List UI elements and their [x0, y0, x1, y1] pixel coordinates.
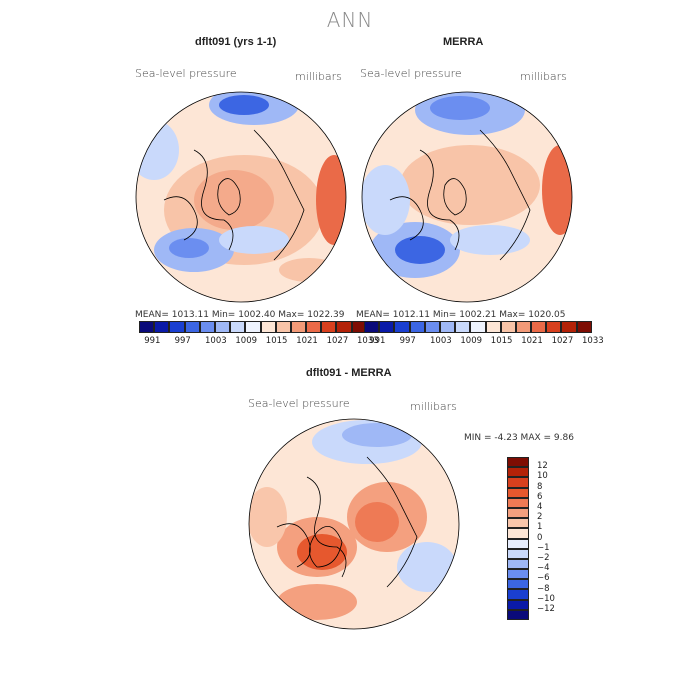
colorbar-tick-label: 1003 — [205, 336, 227, 346]
colorbar-cell — [507, 497, 529, 508]
colorbar-tick-label: 1015 — [265, 336, 288, 346]
colorbar-cell — [394, 321, 410, 333]
colorbar-1-labels: 991 997 1003 1009 1015 1021 1027 1033 — [139, 336, 378, 348]
colorbar-tick-label: 6 — [537, 491, 543, 502]
colorbar-cell — [184, 321, 200, 333]
colorbar-tick-label: 1 — [537, 522, 543, 533]
panel-2-stats: MEAN= 1012.11 Min= 1002.21 Max= 1020.05 — [356, 310, 566, 320]
colorbar-cell — [409, 321, 425, 333]
colorbar-tick-label: −1 — [537, 542, 550, 553]
main-title: ANN — [326, 8, 374, 32]
panel-3-variable: Sea-level pressure — [248, 397, 350, 410]
colorbar-tick-label: 997 — [399, 336, 416, 346]
panel-1-stats: MEAN= 1013.11 Min= 1002.40 Max= 1022.39 — [135, 310, 345, 320]
colorbar-cell — [507, 579, 529, 590]
colorbar-tick-label: 1015 — [490, 336, 513, 346]
colorbar-cell — [424, 321, 440, 333]
colorbar-tick-label: −4 — [537, 563, 550, 574]
colorbar-cell — [546, 321, 562, 333]
panel-1-title: dflt091 (yrs 1-1) — [195, 36, 277, 48]
colorbar-cell — [507, 477, 529, 488]
colorbar-diff-labels: 12 10 8 6 4 2 1 0 −1 −2 −4 −6 −8 −10 −12 — [507, 457, 567, 657]
colorbar-cell — [306, 321, 322, 333]
colorbar-cell — [507, 548, 529, 559]
colorbar-cell — [245, 321, 261, 333]
panel-3-stats: MIN = -4.23 MAX = 9.86 — [464, 433, 574, 443]
colorbar-cell — [576, 321, 592, 333]
colorbar-cell — [455, 321, 471, 333]
colorbar-tick-label: 4 — [537, 502, 543, 512]
colorbar-tick-label: 1033 — [357, 336, 379, 346]
colorbar-cell — [561, 321, 577, 333]
colorbar-cell — [439, 321, 456, 333]
panel-2-variable: Sea-level pressure — [360, 67, 462, 80]
colorbar-tick-label: 8 — [537, 481, 543, 492]
panel-2-map — [361, 91, 573, 303]
colorbar-tick-label: 0 — [537, 532, 543, 543]
colorbar-cell — [507, 507, 529, 519]
panel-3-title: dflt091 - MERRA — [306, 367, 392, 379]
panel-2-title: MERRA — [443, 36, 484, 48]
panel-1-units: millibars — [295, 70, 342, 83]
colorbar-tick-label: 1003 — [430, 336, 452, 346]
colorbar-cell — [507, 467, 529, 478]
colorbar-cell — [507, 538, 529, 549]
colorbar-tick-label: 1009 — [235, 336, 258, 346]
colorbar-2 — [364, 321, 592, 333]
colorbar-cell — [199, 321, 215, 333]
colorbar-cell — [275, 321, 291, 333]
colorbar-cell — [321, 321, 337, 333]
colorbar-tick-label: −2 — [537, 553, 550, 563]
colorbar-2-labels: 991 997 1003 1009 1015 1021 1027 1033 — [364, 336, 603, 348]
colorbar-tick-label: 12 — [537, 461, 548, 472]
panel-1-variable: Sea-level pressure — [135, 67, 237, 80]
colorbar-tick-label: −8 — [537, 583, 550, 594]
colorbar-cell — [379, 321, 395, 333]
colorbar-cell — [230, 321, 246, 333]
colorbar-tick-label: 2 — [537, 512, 543, 523]
colorbar-cell — [470, 321, 486, 333]
colorbar-cell — [507, 457, 529, 468]
colorbar-tick-label: 1033 — [582, 336, 604, 346]
colorbar-cell — [154, 321, 170, 333]
colorbar-cell — [290, 321, 307, 333]
panel-3-units: millibars — [410, 400, 457, 413]
colorbar-tick-label: −10 — [537, 593, 555, 604]
colorbar-cell — [507, 558, 529, 570]
colorbar-tick-label: 991 — [369, 336, 386, 346]
colorbar-diff — [507, 457, 529, 620]
colorbar-cell — [507, 599, 529, 610]
colorbar-cell — [515, 321, 532, 333]
colorbar-tick-label: 10 — [537, 471, 548, 482]
colorbar-tick-label: −12 — [537, 604, 555, 614]
panel-2-units: millibars — [520, 70, 567, 83]
colorbar-cell — [364, 321, 380, 333]
colorbar-tick-label: 997 — [174, 336, 191, 346]
panel-1-map — [135, 91, 347, 303]
colorbar-cell — [507, 569, 529, 580]
colorbar-tick-label: 1021 — [296, 336, 318, 346]
colorbar-cell — [507, 518, 529, 529]
colorbar-cell — [507, 528, 529, 539]
colorbar-cell — [485, 321, 501, 333]
colorbar-tick-label: 1027 — [326, 336, 349, 346]
colorbar-cell — [507, 487, 529, 498]
colorbar-tick-label: −6 — [537, 573, 550, 584]
colorbar-cell — [214, 321, 231, 333]
colorbar-tick-label: 1021 — [521, 336, 543, 346]
panel-3-map — [248, 418, 460, 630]
colorbar-tick-label: 1009 — [460, 336, 483, 346]
colorbar-cell — [500, 321, 516, 333]
colorbar-tick-label: 1027 — [551, 336, 574, 346]
colorbar-cell — [336, 321, 352, 333]
colorbar-tick-label: 991 — [144, 336, 161, 346]
colorbar-cell — [507, 589, 529, 600]
colorbar-cell — [260, 321, 276, 333]
colorbar-cell — [169, 321, 185, 333]
colorbar-1 — [139, 321, 367, 333]
colorbar-cell — [507, 609, 529, 620]
colorbar-cell — [139, 321, 155, 333]
colorbar-cell — [531, 321, 547, 333]
